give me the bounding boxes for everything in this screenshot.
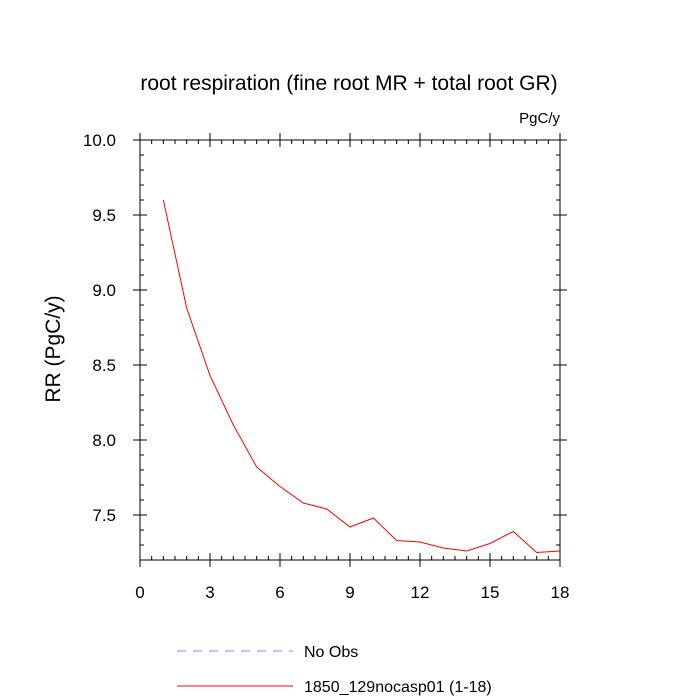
x-tick-label: 12	[411, 583, 430, 602]
x-axis-ticks: 0 3 6 9 12 15 18	[135, 133, 569, 602]
y-tick-label: 9.5	[92, 206, 116, 225]
y-tick-label: 7.5	[92, 506, 116, 525]
y-axis-label: RR (PgC/y)	[42, 295, 65, 402]
x-tick-label: 15	[481, 583, 500, 602]
legend-label: 1850_129nocasp01 (1-18)	[304, 679, 492, 696]
series-line	[162, 199, 561, 554]
x-tick-label: 0	[135, 583, 144, 602]
x-tick-label: 6	[275, 583, 284, 602]
y-tick-label: 10.0	[83, 131, 116, 150]
y-tick-label: 9.0	[92, 281, 116, 300]
plot-frame	[139, 139, 561, 561]
legend-label: No Obs	[304, 644, 358, 661]
x-tick-label: 9	[345, 583, 354, 602]
y-tick-label: 8.0	[92, 431, 116, 450]
chart-title: root respiration (fine root MR + total r…	[140, 72, 557, 95]
y-axis-ticks: 7.5 8.0 8.5 9.0 9.5 10.0	[83, 131, 567, 546]
legend: No Obs 1850_129nocasp01 (1-18)	[177, 644, 492, 696]
x-tick-label: 3	[205, 583, 214, 602]
x-tick-label: 18	[551, 583, 570, 602]
y-tick-label: 8.5	[92, 356, 116, 375]
series-layer	[162, 199, 561, 554]
units-label: PgC/y	[519, 110, 560, 127]
